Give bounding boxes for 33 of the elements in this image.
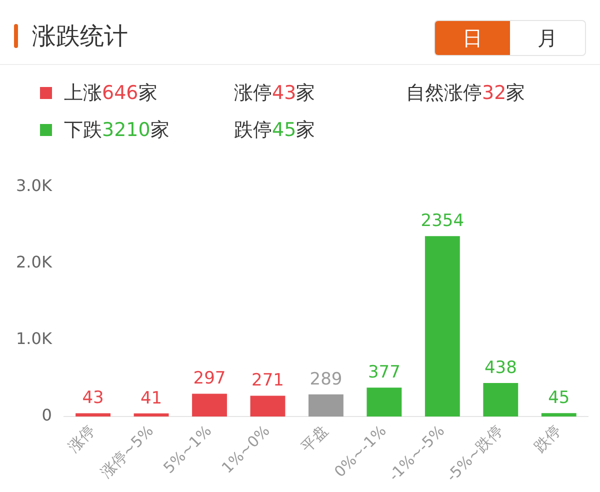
x-tick-label: 涨停 <box>64 422 99 456</box>
bar <box>250 396 286 417</box>
text: 跌停45家 <box>234 119 316 141</box>
data-label: 289 <box>310 369 342 390</box>
bar <box>76 413 111 417</box>
y-tick-label: 1.0K <box>16 329 52 348</box>
text: 上涨646家 <box>64 82 158 104</box>
data-label: 43 <box>82 388 104 408</box>
chart-title: 涨跌统计 <box>32 21 128 52</box>
data-label: 438 <box>484 358 517 378</box>
text: 涨停43家 <box>234 82 316 104</box>
bar <box>134 413 169 417</box>
text: 下跌3210家 <box>64 119 170 141</box>
bar <box>192 394 227 417</box>
data-label: 297 <box>193 368 226 389</box>
text: 自然涨停32家 <box>406 82 526 104</box>
y-tick-label: 2.0K <box>16 252 52 272</box>
bar <box>308 394 344 417</box>
data-label: 377 <box>368 362 400 383</box>
bar <box>483 382 518 417</box>
text: 日 <box>435 21 510 55</box>
bar <box>541 413 576 417</box>
x-tick-label: 平盘 <box>298 422 332 456</box>
y-tick-label: 0 <box>42 406 52 425</box>
data-label: 271 <box>252 370 284 391</box>
bar <box>366 388 402 417</box>
x-tick-label: 跌停 <box>530 422 564 456</box>
data-label: 2354 <box>420 211 464 232</box>
data-label: 45 <box>548 388 570 408</box>
text: 月 <box>536 25 558 52</box>
bar <box>424 236 460 417</box>
data-label: 41 <box>140 388 162 408</box>
y-tick-label: 3.0K <box>16 176 52 195</box>
